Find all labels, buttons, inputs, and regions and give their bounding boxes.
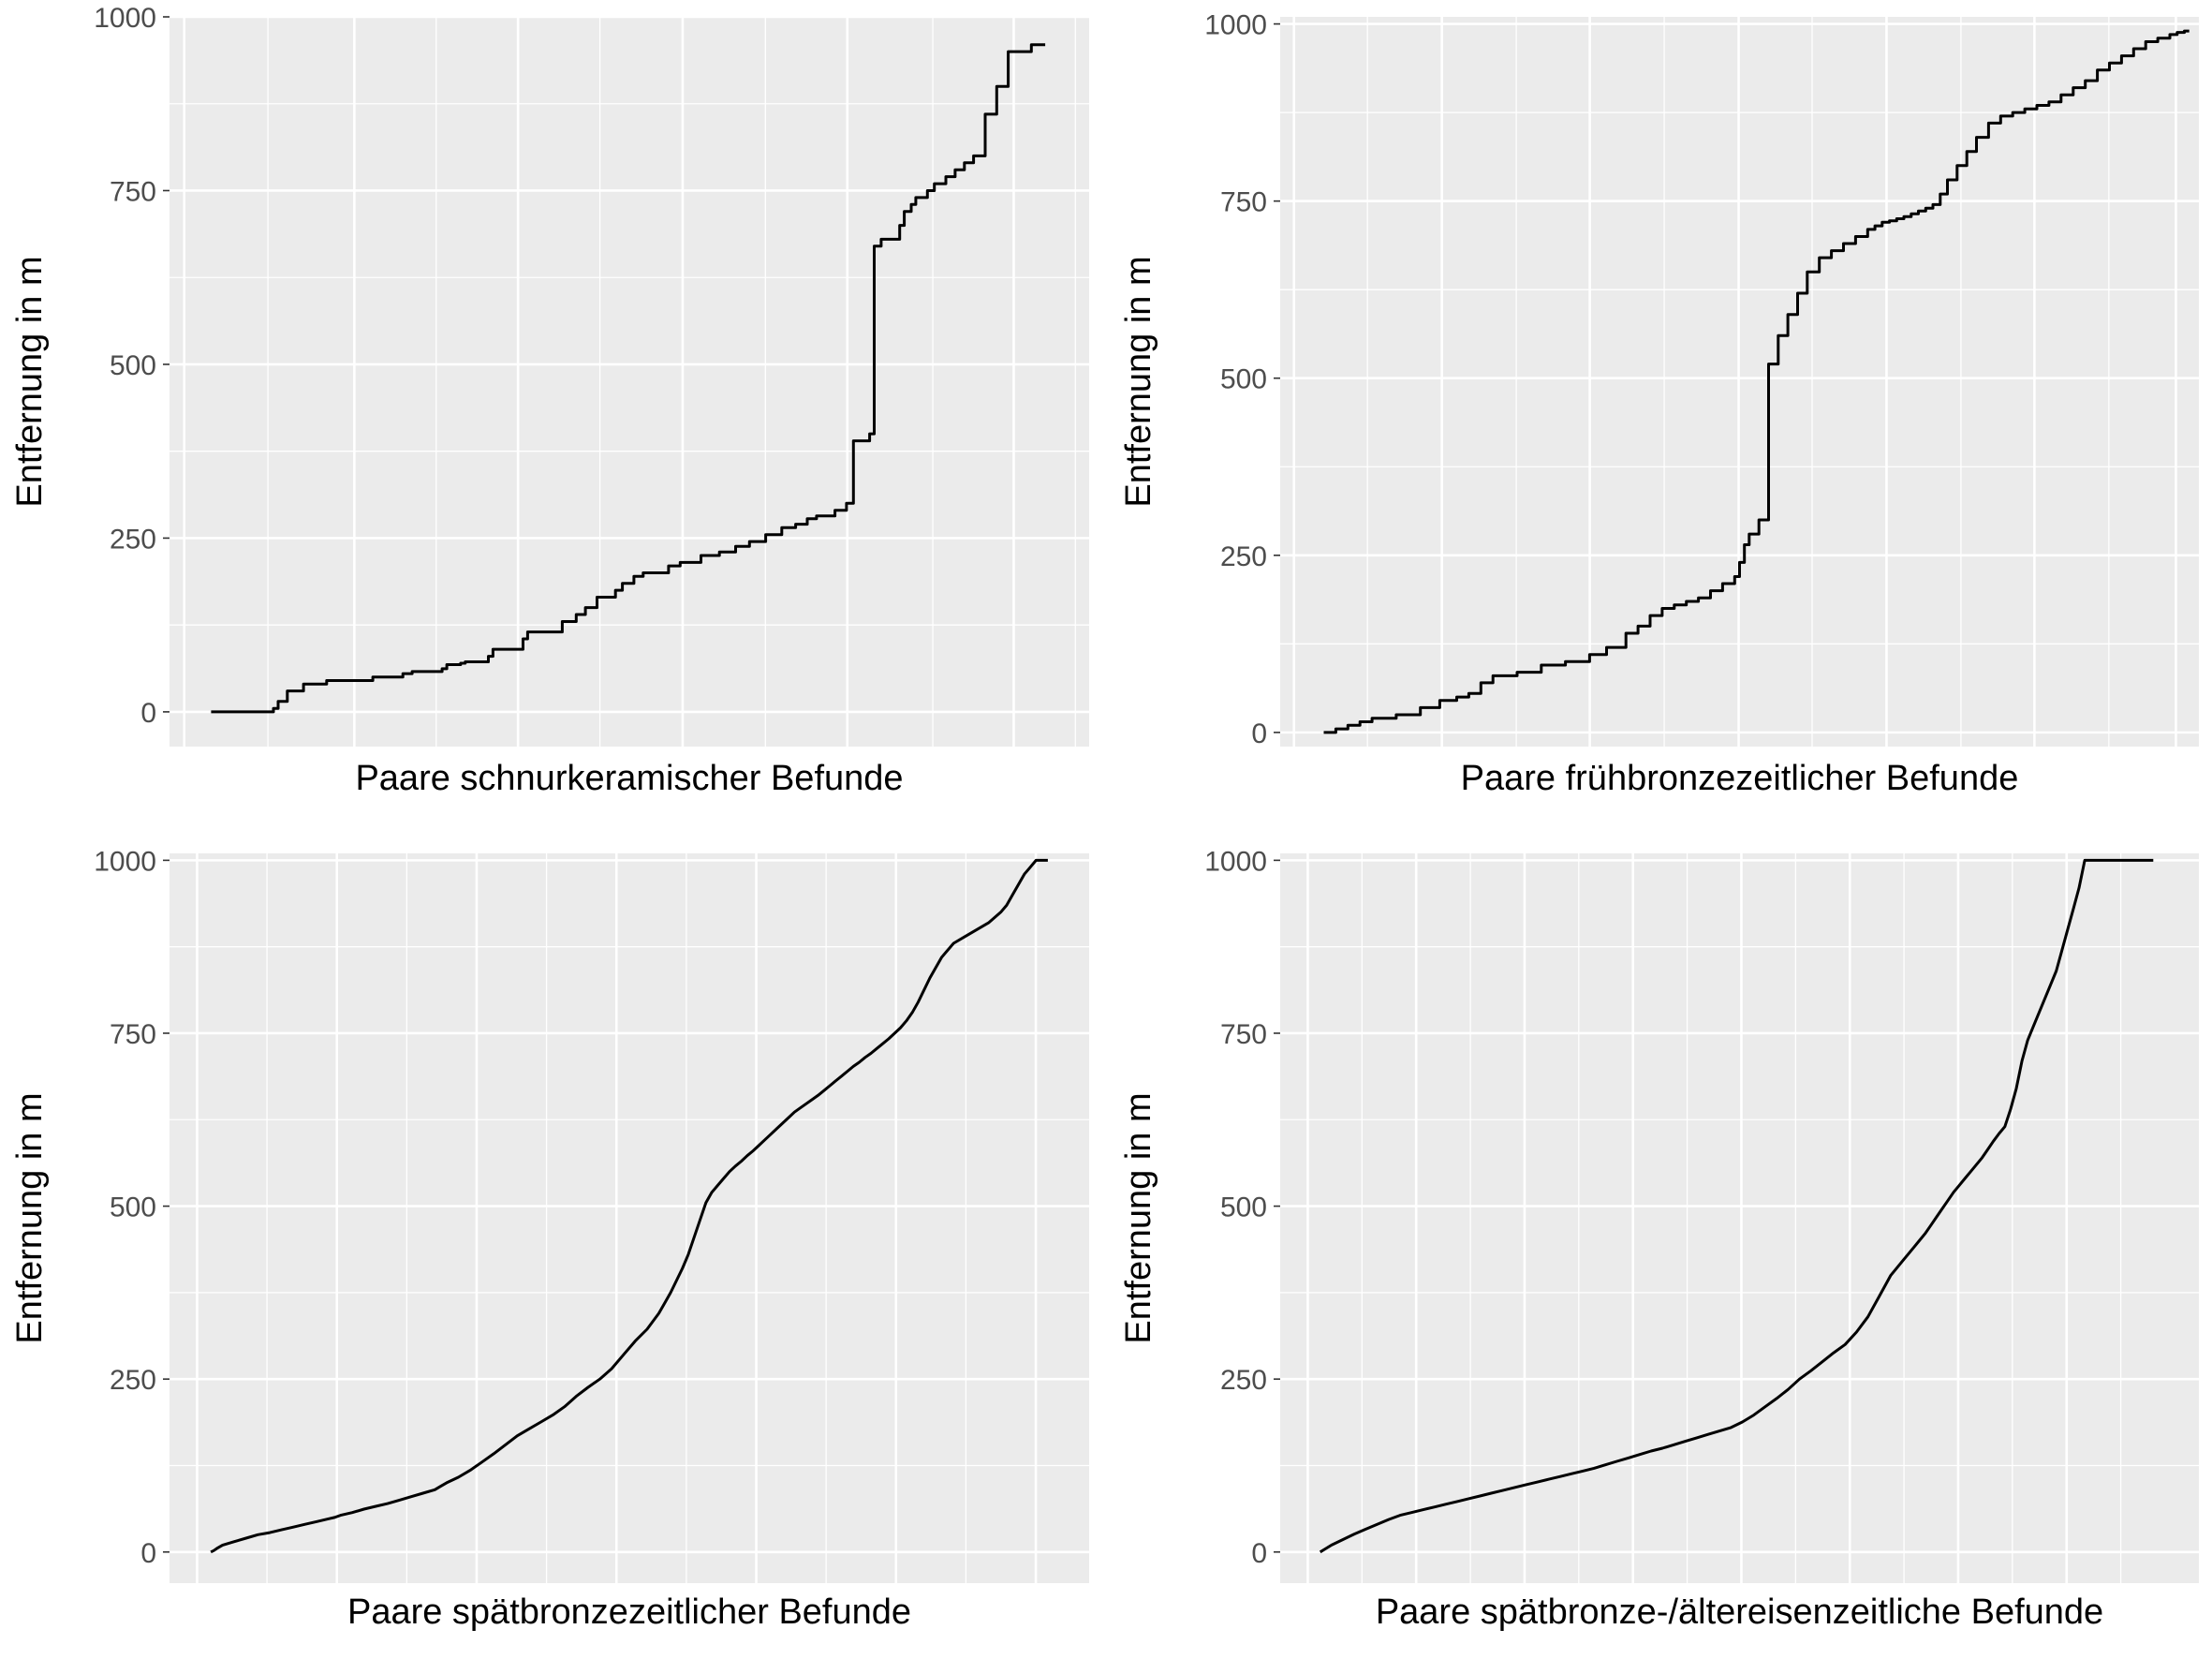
x-axis-title: Paare schnurkeramischer Befunde — [355, 759, 903, 798]
y-tick-label: 0 — [1251, 718, 1267, 749]
chart-panel-3: 0 250 500 750 1000 Paare spätbronzezeitlicher… — [10, 846, 1089, 1632]
distance-series-line — [1319, 858, 2154, 1554]
distance-series-line — [1323, 29, 2190, 734]
y-tick-label: 250 — [1220, 1365, 1267, 1396]
y-axis-title: Entfernung in m — [1119, 1092, 1158, 1343]
y-tick-label: 500 — [1220, 364, 1267, 395]
y-tick-label: 1000 — [1204, 10, 1267, 41]
y-tick-label: 1000 — [1204, 846, 1267, 877]
y-axis-title: Entfernung in m — [10, 1092, 50, 1343]
distance-series-line — [210, 858, 1048, 1554]
y-tick-label: 500 — [110, 350, 156, 381]
y-tick-label: 0 — [140, 1538, 156, 1569]
y-tick-label: 750 — [110, 176, 156, 207]
y-tick-label: 1000 — [94, 846, 156, 877]
y-axis-title: Entfernung in m — [10, 256, 50, 507]
panel-background — [170, 17, 1089, 747]
chart-panel-1: 0 250 500 750 1000 Paare schnurkeramischer Be… — [10, 3, 1089, 798]
y-tick-label: 250 — [110, 1365, 156, 1396]
y-tick-label: 750 — [1220, 187, 1267, 218]
y-tick-label: 750 — [110, 1019, 156, 1050]
x-axis-title: Paare spätbronzezeitlicher Befunde — [347, 1592, 911, 1632]
distance-series-line — [211, 43, 1046, 714]
y-tick-label: 0 — [1251, 1538, 1267, 1569]
panel-background — [170, 853, 1089, 1583]
x-axis-title: Paare spätbronze-/ältereisenzeitliche Be… — [1376, 1592, 2103, 1632]
chart-panel-4: 0 250 500 750 1000 Paare spätbronze-/ältereis… — [1119, 846, 2199, 1632]
y-tick-label: 250 — [110, 524, 156, 555]
y-tick-label: 0 — [140, 698, 156, 729]
y-tick-label: 500 — [110, 1192, 156, 1223]
y-tick-label: 1000 — [94, 3, 156, 34]
x-axis-title: Paare frühbronzezeitlicher Befunde — [1461, 759, 2019, 798]
panel-background — [1280, 853, 2199, 1583]
chart-panel-2: 0 250 500 750 1000 Paare frühbronzezeitlicher… — [1119, 10, 2199, 798]
y-axis-title: Entfernung in m — [1119, 256, 1158, 507]
y-tick-label: 250 — [1220, 541, 1267, 572]
y-tick-label: 500 — [1220, 1192, 1267, 1223]
y-tick-label: 750 — [1220, 1019, 1267, 1050]
